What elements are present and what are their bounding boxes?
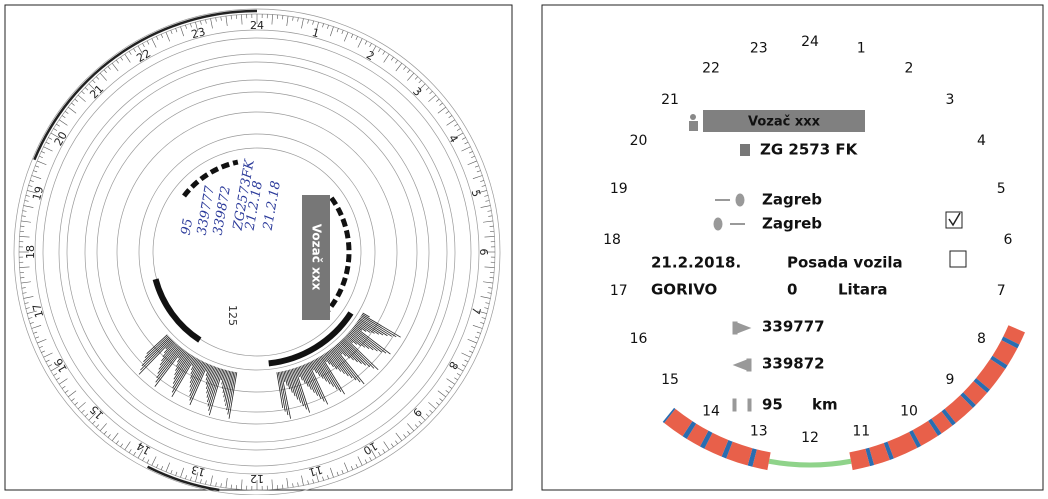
activity-segment [1009,341,1011,345]
hour-label: 5 [997,181,1006,197]
hour-label: 16 [630,331,648,347]
hour-label: 24 [250,19,264,32]
activity-segment [891,440,914,450]
hour-label: 20 [630,133,648,149]
activity-segment [687,429,691,432]
hour-label: 11 [852,423,870,439]
activity-segment [704,439,708,441]
hour-label: 1 [857,41,866,57]
checkbox[interactable] [950,251,966,267]
hour-label: 9 [946,372,955,388]
activity-segment [917,428,933,438]
distance-unit: km [812,396,838,414]
activity-segment [750,457,755,458]
activity-segment [708,441,725,449]
person-icon [689,121,698,131]
activity-segment [868,456,872,457]
hour-label: 12 [801,430,819,446]
hour-label: 13 [750,423,768,439]
driver-label: Vozač xxx [748,115,821,130]
hour-label: 15 [661,372,679,388]
activity-segment [998,361,1000,364]
hour-label: 21 [661,92,679,108]
hour-label: 3 [946,92,955,108]
activity-segment [980,384,983,387]
hour-label: 6 [1004,232,1013,248]
hour-label: 4 [977,133,986,149]
activity-segment [872,451,887,456]
activity-segment [691,431,704,438]
left-panel [5,5,512,490]
truck-icon [740,144,750,156]
hour-label: 22 [702,61,720,77]
activity-segment [950,402,966,416]
crew-label: Posada vozila [787,254,903,272]
note: 95 [179,217,197,236]
activity-segment [851,457,868,461]
date: 21.2.2018. [651,254,741,272]
hour-label: 14 [702,403,720,419]
activity-segment [887,450,891,451]
activity-segment [755,458,769,461]
activity-segment [913,438,917,440]
hour-label: 7 [997,283,1006,299]
hour-label: 8 [977,331,986,347]
hour-label: 10 [900,403,918,419]
activity-segment [983,364,998,384]
activity-segment [729,450,750,457]
hour-label: 23 [750,41,768,57]
person-icon [690,114,696,120]
activity-segment [1000,344,1009,360]
distance: 95 [762,396,783,414]
activity-segment [947,416,950,419]
activity-segment [725,448,729,450]
speed-mark: 125 [226,305,239,326]
end-place: Zagreb [762,215,822,233]
start-place: Zagreb [762,191,822,209]
hour-label: 24 [801,34,819,50]
driver-label: Vozač xxx [310,224,324,291]
odometer-start: 339777 [762,318,825,336]
hour-label: 18 [24,245,37,259]
fuel-unit: Litara [838,281,888,299]
activity-segment [1011,329,1016,341]
activity-segment [933,426,936,428]
hour-label: 18 [603,232,621,248]
activity-segment [967,399,970,402]
hour-label: 6 [477,249,490,256]
activity-segment [936,419,947,427]
activity-segment [970,387,981,399]
hour-label: 17 [610,283,628,299]
fuel-value: 0 [787,281,797,299]
hour-label: 2 [905,61,914,77]
plate: ZG 2573 FK [760,141,859,159]
hour-label: 19 [610,181,628,197]
activity-segment [670,416,688,429]
fuel-label: GORIVO [651,281,717,299]
activity-segment [668,415,669,416]
odometer-end: 339872 [762,355,825,373]
hour-label: 12 [250,472,264,485]
